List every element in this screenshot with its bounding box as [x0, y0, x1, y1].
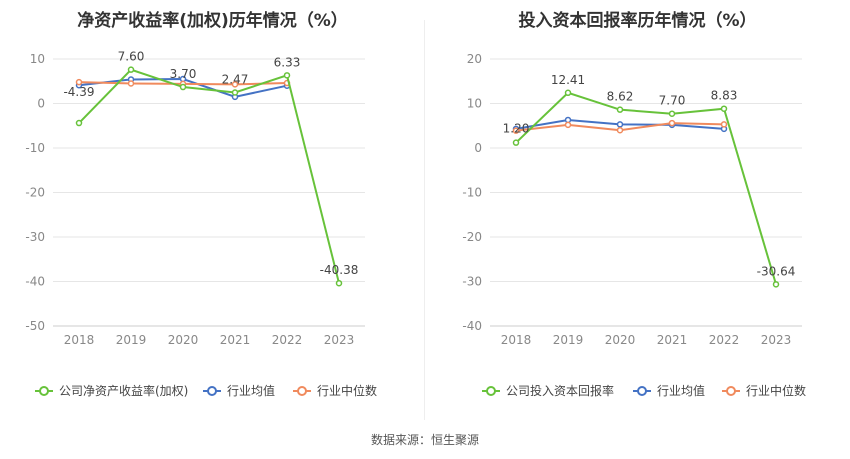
data-point — [720, 121, 728, 128]
legend-label: 行业均值 — [227, 383, 275, 398]
x-tick-label: 2023 — [761, 333, 792, 347]
data-point — [668, 110, 676, 117]
data-point — [75, 119, 83, 127]
roe-line-chart: 10 0 -10 -20 -30 -40 -50 2018 2019 2020 2021 2022 20… — [25, 50, 377, 398]
chart-title: 投入资本回报率历年情况（%） — [518, 11, 757, 31]
y-tick-label: 20 — [467, 52, 482, 66]
legend-label: 行业均值 — [657, 383, 705, 398]
data-point — [616, 121, 624, 128]
x-tick-label: 2020 — [168, 333, 199, 347]
data-point — [616, 126, 624, 134]
legend-marker — [486, 386, 496, 396]
legend-label: 行业中位数 — [317, 383, 377, 398]
data-point — [564, 121, 572, 129]
y-tick-label: -20 — [462, 230, 482, 244]
roe-chart-panel: 净资产收益率(加权)历年情况（%） 10 0 -10 -20 -30 -40 -50 2018… — [0, 0, 425, 420]
data-point — [668, 119, 676, 127]
data-label: -40.38 — [320, 263, 359, 277]
legend-marker — [726, 386, 736, 396]
data-point — [179, 83, 187, 91]
data-point — [127, 80, 135, 87]
x-tick-label: 2023 — [324, 333, 355, 347]
data-label: 2.47 — [222, 73, 249, 87]
data-label: 8.62 — [607, 90, 634, 104]
y-tick-label: 0 — [37, 97, 45, 111]
x-tick-label: 2021 — [220, 333, 251, 347]
data-label: 7.70 — [659, 94, 686, 108]
data-point — [512, 127, 520, 134]
y-tick-label: -30 — [462, 275, 482, 289]
data-point — [335, 279, 343, 287]
chart-title: 净资产收益率(加权)历年情况（%） — [77, 11, 348, 31]
legend-label: 公司净资产收益率(加权) — [59, 383, 188, 398]
y-tick-label: -50 — [25, 319, 45, 333]
data-label: -4.39 — [63, 85, 94, 99]
series-line — [78, 68, 340, 284]
data-point — [231, 89, 239, 96]
data-label: 3.70 — [170, 67, 197, 81]
data-point — [772, 281, 780, 288]
data-point — [564, 89, 572, 97]
data-label: 7.60 — [118, 50, 145, 64]
data-point — [283, 72, 291, 79]
panel-divider — [424, 20, 425, 420]
legend-marker — [297, 386, 307, 396]
y-tick-label: 10 — [467, 97, 482, 111]
data-point — [231, 81, 239, 88]
data-point — [75, 78, 83, 86]
data-label: 6.33 — [274, 55, 301, 69]
legend-marker — [39, 386, 49, 396]
data-source-note: 数据来源：恒生聚源 — [370, 433, 479, 447]
series-line — [515, 91, 777, 285]
data-point — [720, 105, 728, 112]
y-tick-label: -30 — [25, 230, 45, 244]
data-point — [616, 106, 624, 113]
x-tick-label: 2020 — [605, 333, 636, 347]
legend-label: 行业中位数 — [746, 383, 806, 398]
y-tick-label: 10 — [30, 52, 45, 66]
data-point — [127, 66, 135, 73]
data-label: 8.83 — [711, 89, 738, 103]
data-label: 12.41 — [551, 73, 585, 87]
y-tick-label: -10 — [25, 141, 45, 155]
roic-chart-panel: 投入资本回报率历年情况（%） 20 10 0 -10 -20 -30 -40 2018 2019… — [425, 0, 850, 420]
y-tick-label: -40 — [25, 275, 45, 289]
x-tick-label: 2018 — [64, 333, 95, 347]
roic-line-chart: 20 10 0 -10 -20 -30 -40 2018 2019 2020 2021 2022 202… — [462, 52, 806, 398]
data-point — [512, 139, 520, 146]
y-tick-label: -10 — [462, 186, 482, 200]
legend-label: 公司投入资本回报率 — [506, 383, 614, 398]
y-tick-label: 0 — [474, 141, 482, 155]
y-tick-label: -40 — [462, 319, 482, 333]
legend-marker — [207, 386, 217, 396]
x-tick-label: 2019 — [116, 333, 147, 347]
y-tick-label: -20 — [25, 186, 45, 200]
data-label: -30.64 — [757, 264, 796, 278]
x-tick-label: 2022 — [272, 333, 303, 347]
data-label: 1.20 — [503, 122, 530, 136]
x-tick-label: 2019 — [553, 333, 584, 347]
x-tick-label: 2021 — [657, 333, 688, 347]
x-tick-label: 2022 — [709, 333, 740, 347]
x-tick-label: 2018 — [501, 333, 532, 347]
legend-marker — [637, 386, 647, 396]
